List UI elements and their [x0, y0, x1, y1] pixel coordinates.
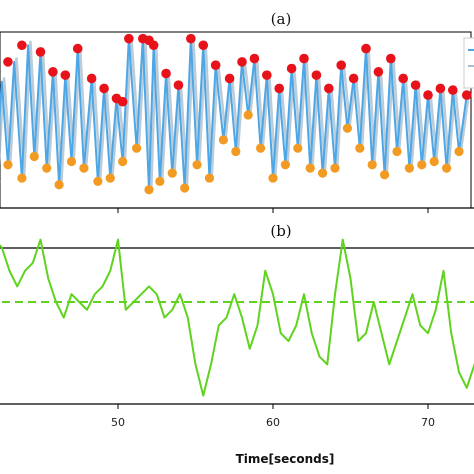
peak-point: [361, 43, 371, 54]
peak-point: [198, 40, 209, 51]
trough-point: [29, 151, 39, 162]
trough-point: [442, 163, 452, 173]
peak-point: [336, 60, 347, 70]
peak-point: [224, 73, 235, 84]
peak-point: [423, 90, 433, 100]
trough-point: [93, 176, 103, 186]
peak-point: [311, 70, 322, 80]
trough-point: [293, 143, 303, 153]
panel-a-plot: [0, 31, 474, 209]
trough-point: [243, 110, 253, 120]
peak-point: [286, 63, 297, 74]
peak-point: [148, 40, 159, 51]
peak-point: [60, 70, 71, 80]
peak-point: [86, 73, 97, 84]
trough-point: [17, 173, 27, 183]
peak-point: [72, 43, 83, 54]
trough-point: [180, 183, 190, 193]
trough-point: [3, 160, 13, 170]
trough-point: [54, 180, 64, 190]
panel-b-x-ticks: 50 60 70: [111, 404, 435, 429]
x-tick-label: 60: [266, 416, 280, 429]
trough-point: [167, 168, 177, 178]
peak-point: [186, 33, 196, 44]
x-tick-label: 50: [111, 416, 125, 429]
panel-b-title: (b): [270, 222, 291, 240]
trough-point: [118, 156, 128, 167]
trough-point: [268, 173, 278, 183]
peak-point: [386, 53, 396, 64]
trough-point: [367, 160, 377, 170]
legend-box: [463, 37, 474, 89]
trough-point: [318, 168, 328, 178]
trough-point: [204, 173, 215, 183]
trough-point: [192, 160, 202, 170]
peak-point: [448, 85, 458, 95]
trough-point: [305, 163, 315, 173]
peak-point: [373, 67, 384, 77]
trough-point: [42, 163, 52, 173]
panel-b-signal-line: [0, 238, 474, 397]
trough-point: [280, 160, 290, 170]
peak-point: [173, 80, 184, 90]
peak-point: [237, 57, 247, 67]
peak-point: [348, 73, 359, 84]
peak-point: [262, 70, 272, 80]
trough-point: [342, 123, 352, 133]
peak-point: [3, 57, 13, 67]
x-tick-label: 70: [421, 416, 435, 429]
trough-point: [105, 173, 115, 183]
peak-point: [48, 67, 58, 77]
peak-point: [410, 80, 421, 90]
trough-point: [66, 156, 77, 167]
peak-point: [435, 83, 446, 94]
trough-point: [330, 163, 340, 173]
peak-point: [124, 33, 134, 44]
trough-point: [218, 135, 228, 145]
trough-point: [429, 156, 439, 167]
peak-point: [274, 83, 285, 94]
trough-point: [155, 176, 165, 186]
trough-point: [380, 170, 390, 180]
trough-point: [392, 146, 402, 157]
trough-point: [132, 143, 142, 153]
panel-a-title: (a): [271, 10, 292, 28]
x-axis-label: Time[seconds]: [236, 452, 335, 466]
peak-point: [398, 73, 409, 84]
peak-point: [99, 83, 109, 94]
trough-point: [231, 146, 241, 157]
trough-point: [355, 143, 365, 153]
peak-point: [161, 68, 171, 79]
panel-b-plot: [0, 238, 474, 405]
trough-point: [144, 185, 154, 195]
trough-point: [79, 163, 89, 173]
peak-point: [249, 53, 260, 64]
peak-point: [210, 60, 221, 70]
trough-point: [404, 163, 414, 173]
peak-point: [35, 47, 46, 57]
trough-point: [454, 146, 464, 157]
peak-point: [461, 90, 472, 100]
trough-point: [256, 143, 266, 153]
trough-point: [417, 160, 427, 170]
peak-point: [117, 96, 128, 107]
peak-point: [299, 53, 309, 64]
peak-point: [324, 83, 334, 94]
peak-point: [17, 40, 27, 51]
